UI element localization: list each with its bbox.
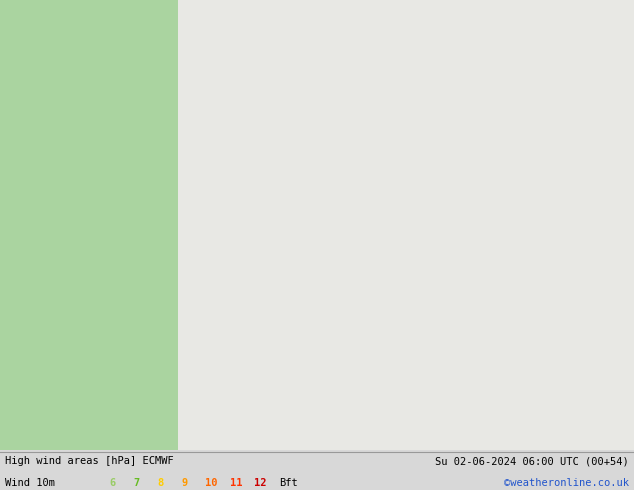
Text: 11: 11 [230,478,242,488]
Bar [178,0,634,450]
Text: 7: 7 [133,478,139,488]
Text: 9: 9 [181,478,188,488]
Text: ©weatheronline.co.uk: ©weatheronline.co.uk [504,478,629,488]
Text: Bft: Bft [279,478,298,488]
Text: 6: 6 [109,478,115,488]
Text: High wind areas [hPa] ECMWF: High wind areas [hPa] ECMWF [5,456,174,466]
Text: 10: 10 [205,478,218,488]
Text: 12: 12 [254,478,266,488]
Text: Su 02-06-2024 06:00 UTC (00+54): Su 02-06-2024 06:00 UTC (00+54) [435,456,629,466]
Text: Wind 10m: Wind 10m [5,478,55,488]
Bar [0,0,203,450]
Text: 8: 8 [157,478,164,488]
